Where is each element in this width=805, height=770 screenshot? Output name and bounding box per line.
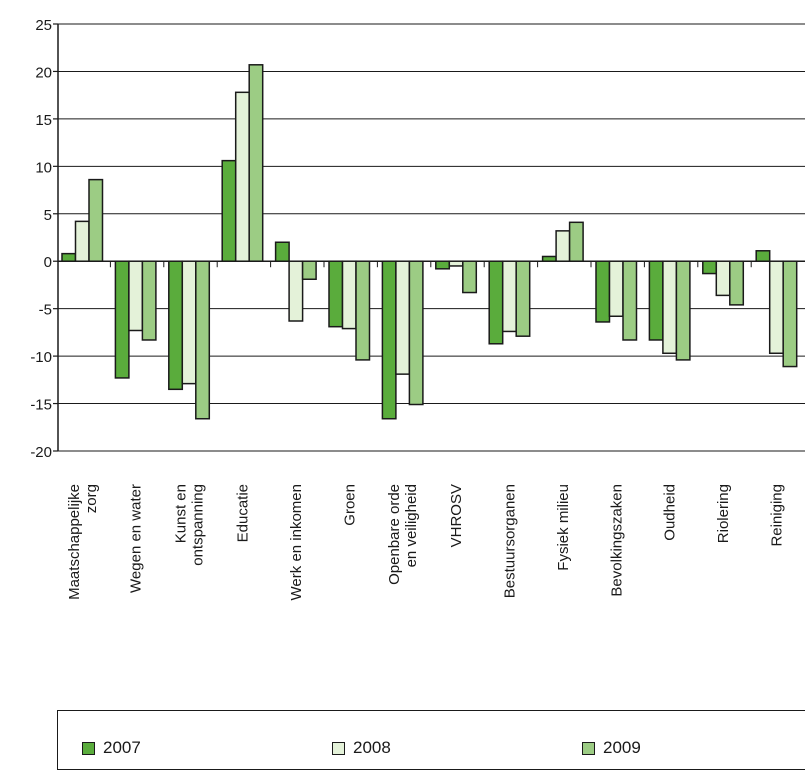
category-label-reiniging: Reiniging	[768, 484, 785, 547]
bar-maatschappelijke-zorg-2009	[88, 178, 104, 262]
category-label-line: Kunst en	[173, 484, 190, 543]
y-tick-label-25: 25	[35, 17, 52, 34]
y-tick-label-10: -10	[30, 349, 52, 366]
category-label-line: Werk en inkomen	[288, 484, 305, 600]
category-label-line: Maatschappelijke	[66, 484, 83, 600]
bar-kunst-en-ontspanning-2007	[168, 260, 184, 391]
category-label-line: Groen	[341, 484, 358, 526]
category-label-bevolkingszaken: Bevolkingszaken	[608, 484, 625, 597]
legend-label-2009: 2009	[603, 738, 641, 757]
bar-bevolkingszaken-2008	[608, 260, 624, 318]
category-label-line: Openbare orde	[386, 484, 403, 585]
bar-educatie-2009	[248, 64, 264, 262]
bar-maatschappelijke-zorg-2007	[61, 252, 77, 262]
category-label-line: Bevolkingszaken	[608, 484, 625, 597]
bars	[61, 64, 798, 420]
bar-openbare-orde-en-veiligheid-2009	[408, 260, 424, 406]
bar-riolering-2007	[702, 260, 718, 275]
bar-kunst-en-ontspanning-2009	[195, 260, 211, 420]
bar-oudheid-2009	[675, 260, 691, 361]
bar-riolering-2008	[715, 260, 731, 297]
legend-item-2008: 2008	[332, 738, 391, 758]
bar-kunst-en-ontspanning-2008	[181, 260, 197, 385]
legend: 2007 2008 2009	[57, 710, 805, 770]
bar-chart: -20 -15 -10 -5 0 5 10 15 20 25 Maatschappelijkezo…	[30, 17, 805, 600]
bar-openbare-orde-en-veiligheid-2007	[381, 260, 397, 420]
bar-reiniging-2009	[782, 260, 798, 368]
legend-label-2008: 2008	[353, 738, 391, 757]
category-label-riolering: Riolering	[715, 484, 732, 543]
bar-wegen-en-water-2009	[141, 260, 157, 341]
y-tick-label-5: -5	[39, 302, 52, 319]
bar-groen-2007	[328, 260, 344, 328]
y-tick-label-10: 10	[35, 159, 52, 176]
bar-bestuursorganen-2009	[515, 260, 531, 337]
bar-reiniging-2007	[755, 250, 771, 262]
legend-label-2007: 2007	[103, 738, 141, 757]
bar-wegen-en-water-2007	[114, 260, 130, 379]
legend-swatch-2007	[82, 741, 95, 755]
category-label-line: Oudheid	[662, 484, 679, 541]
bar-bevolkingszaken-2007	[595, 260, 611, 323]
legend-swatch-2009	[582, 741, 595, 755]
category-label-oudheid: Oudheid	[662, 484, 679, 541]
y-tick-label-20: -20	[30, 444, 52, 461]
category-labels: Maatschappelijkezorg Wegen en water Kunst …	[66, 484, 786, 600]
bar-vhrosv-2009	[462, 260, 478, 294]
bar-werk-en-inkomen-2008	[288, 260, 304, 322]
y-axis-ticks: -20 -15 -10 -5 0 5 10 15 20 25	[30, 17, 58, 461]
category-label-educatie: Educatie	[234, 484, 251, 542]
category-label-wegen-en-water: Wegen en water	[128, 484, 145, 593]
bar-oudheid-2008	[662, 260, 678, 355]
category-label-line: Wegen en water	[128, 484, 145, 593]
legend-swatch-2008	[332, 741, 345, 755]
category-label-fysiek-milieu: Fysiek milieu	[555, 484, 572, 571]
category-label-line: Fysiek milieu	[555, 484, 572, 571]
bar-reiniging-2008	[768, 260, 784, 355]
bar-wegen-en-water-2008	[128, 260, 144, 332]
category-label-line: VHROSV	[448, 484, 465, 547]
y-tick-label-5: 5	[44, 207, 52, 224]
category-label-line: Reiniging	[768, 484, 785, 547]
y-tick-label-0: 0	[44, 254, 52, 271]
category-label-kunst-en-ontspanning: Kunst enontspanning	[173, 484, 207, 566]
bar-werk-en-inkomen-2007	[274, 241, 290, 262]
bar-groen-2009	[355, 260, 371, 361]
bar-bevolkingszaken-2009	[622, 260, 638, 341]
bar-werk-en-inkomen-2009	[301, 260, 317, 281]
bar-openbare-orde-en-veiligheid-2008	[395, 260, 411, 375]
category-label-vhrosv: VHROSV	[448, 484, 465, 547]
category-label-bestuursorganen: Bestuursorganen	[501, 484, 518, 598]
y-tick-label-15: -15	[30, 397, 52, 414]
bar-vhrosv-2007	[435, 260, 451, 270]
y-tick-label-15: 15	[35, 112, 52, 129]
x-axis-ticks	[109, 261, 752, 268]
bar-maatschappelijke-zorg-2008	[74, 220, 90, 262]
bar-educatie-2008	[234, 91, 250, 262]
bar-groen-2008	[341, 260, 357, 330]
category-label-maatschappelijke-zorg: Maatschappelijkezorg	[66, 484, 100, 600]
category-label-line: Educatie	[234, 484, 251, 542]
bar-bestuursorganen-2007	[488, 260, 504, 345]
category-label-werk-en-inkomen: Werk en inkomen	[288, 484, 305, 600]
bar-fysiek-milieu-2007	[541, 255, 557, 262]
category-label-line: ontspanning	[190, 484, 207, 566]
category-label-line: zorg	[83, 484, 100, 513]
y-tick-label-20: 20	[35, 64, 52, 81]
category-label-line: en veiligheid	[403, 484, 420, 567]
legend-item-2009: 2009	[582, 738, 641, 758]
category-label-line: Bestuursorganen	[501, 484, 518, 598]
bar-vhrosv-2008	[448, 260, 464, 267]
category-label-openbare-orde-en-veiligheid: Openbare ordeen veiligheid	[386, 484, 420, 585]
bar-fysiek-milieu-2008	[555, 230, 571, 262]
category-label-groen: Groen	[341, 484, 358, 526]
category-label-line: Riolering	[715, 484, 732, 543]
bar-riolering-2009	[729, 260, 745, 306]
bar-bestuursorganen-2008	[501, 260, 517, 333]
bar-oudheid-2007	[648, 260, 664, 341]
legend-item-2007: 2007	[82, 738, 141, 758]
bar-educatie-2007	[221, 159, 237, 262]
bar-fysiek-milieu-2009	[568, 221, 584, 262]
